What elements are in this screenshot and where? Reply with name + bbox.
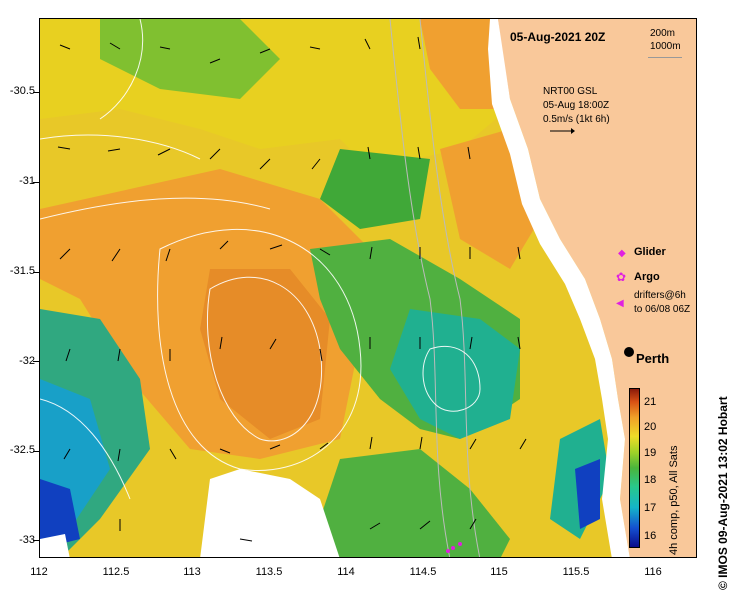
colorbar-tick: 19 [644,447,657,459]
y-tick-label: -30.5 [9,85,35,97]
isobath-legend-line [648,57,682,58]
sst-warm-core [200,269,330,439]
colorbar-tick: 18 [644,474,657,486]
sst-mid-green [320,149,430,229]
argo-legend-label: Argo [634,271,660,283]
velocity-scale: 0.5m/s (1kt 6h) [543,114,610,125]
glider-marker-icon: ◆ [618,248,626,259]
y-tick-mark [33,272,39,273]
observation-markers [446,542,462,553]
map-title: 05-Aug-2021 20Z [510,30,606,44]
x-tick-label: 114 [337,566,355,578]
y-tick-label: -31.5 [9,265,35,277]
isobath-200m-label: 200m [650,28,676,39]
velocity-scale-arrow-icon [550,128,575,134]
imos-credit: © IMOS 09-Aug-2021 13:02 Hobart [716,396,730,590]
y-tick-mark [33,361,39,362]
sst-map-canvas [40,19,696,557]
drifters-legend-line1: drifters@6h [634,290,686,301]
sst-south-green [320,449,510,557]
sst-north-warm [420,19,510,109]
isobath-1000m [389,19,451,557]
y-tick-mark [33,451,39,452]
x-tick-label: 113 [183,566,201,578]
colorbar-caption: 4h comp, p50, All Sats [668,445,680,555]
sst-north-green [100,19,280,99]
colorbar-tick: 21 [644,396,657,408]
y-tick-mark [33,182,39,183]
isobath-1000m-label: 1000m [650,41,681,52]
perth-marker-icon [624,347,634,357]
nodata-south [200,469,340,557]
y-tick-label: -33 [19,534,35,546]
x-tick-label: 115 [490,566,508,578]
colorbar-tick: 17 [644,502,657,514]
sea-level-contours [40,19,481,500]
velocity-time: 05-Aug 18:00Z [543,100,610,111]
x-tick-label: 116 [644,566,662,578]
y-tick-label: -32.5 [9,444,35,456]
drifter-marker-icon: ◀ [616,298,624,309]
glider-legend-label: Glider [634,246,666,258]
sst-coldest-west [40,479,80,549]
x-tick-label: 112 [30,566,48,578]
current-vectors [57,36,527,542]
sst-coastal-cold [575,459,600,529]
drifters-legend-line2: to 06/08 06Z [634,304,691,315]
y-tick-mark [33,92,39,93]
x-tick-label: 114.5 [409,566,437,578]
argo-marker-icon: ✿ [616,270,627,284]
y-tick-label: -32 [19,355,35,367]
perth-label: Perth [636,351,670,366]
y-tick-label: -31 [19,175,35,187]
y-tick-mark [33,540,39,541]
sst-teal-patch [390,309,520,439]
colorbar-tick: 16 [644,530,657,542]
temperature-colorbar [629,388,640,548]
land-western-australia [498,19,696,557]
sst-map[interactable] [39,18,697,558]
isobath-200m [419,19,481,557]
velocity-source: NRT00 GSL [543,86,598,97]
coastal-nodata [488,19,630,557]
x-tick-label: 115.5 [562,566,590,578]
colorbar-tick: 20 [644,421,657,433]
x-tick-label: 113.5 [255,566,283,578]
x-tick-label: 112.5 [102,566,130,578]
nodata-southwest [40,534,70,557]
